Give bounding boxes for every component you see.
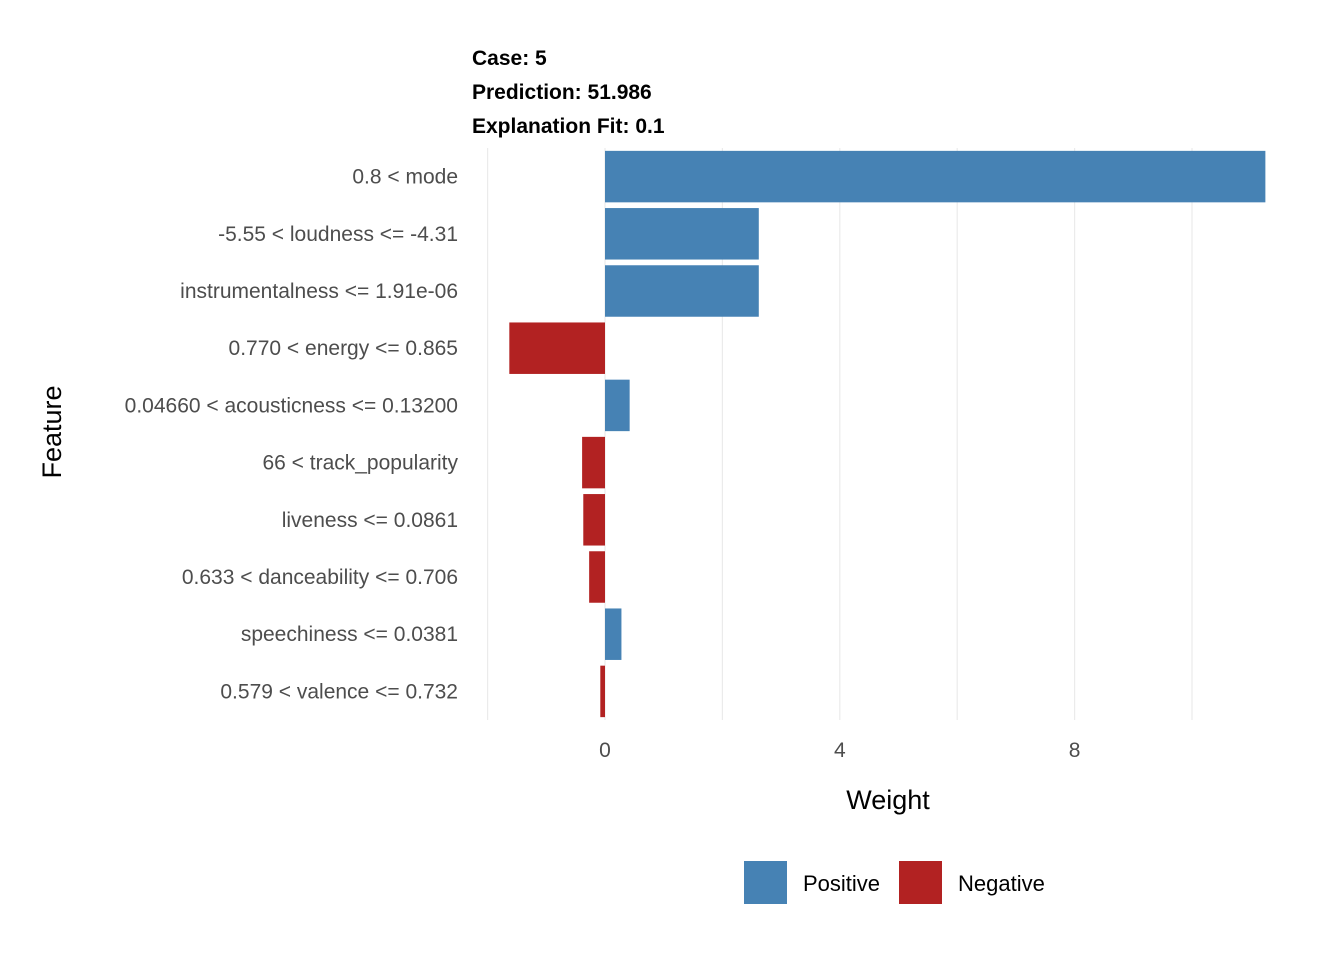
feature-labels: 0.8 < mode -5.55 < loudness <= -4.31 instr…: [125, 166, 459, 704]
y-axis-title: Feature: [37, 385, 67, 478]
bar-positive: [605, 150, 1266, 203]
feature-label: liveness <= 0.0861: [282, 509, 458, 532]
header-explanation-fit: Explanation Fit: 0.1: [472, 115, 665, 138]
feature-label: 0.579 < valence <= 0.732: [220, 680, 458, 703]
bar-positive: [605, 265, 759, 317]
feature-label: 66 < track_popularity: [262, 452, 458, 475]
chart-header: Case: 5 Prediction: 51.986 Explanation F…: [472, 47, 665, 138]
bars: [509, 150, 1266, 718]
feature-label: instrumentalness <= 1.91e-06: [180, 280, 458, 303]
x-axis-title: Weight: [846, 785, 930, 815]
x-tick-label: 4: [834, 739, 846, 762]
bar-negative: [600, 665, 605, 718]
bar-negative: [582, 436, 605, 489]
feature-label: speechiness <= 0.0381: [241, 623, 458, 646]
feature-label: -5.55 < loudness <= -4.31: [218, 223, 458, 246]
bar-positive: [605, 208, 759, 260]
legend: Positive Negative: [744, 861, 1045, 904]
header-case: Case: 5: [472, 47, 547, 70]
legend-label-positive: Positive: [803, 871, 880, 896]
bar-negative: [589, 551, 605, 603]
grid-lines: [487, 148, 1193, 720]
feature-label: 0.770 < energy <= 0.865: [229, 337, 458, 360]
legend-swatch-negative: [899, 861, 942, 904]
legend-swatch-positive: [744, 861, 787, 904]
x-tick-label: 8: [1069, 739, 1081, 762]
x-tick-labels: 0 4 8: [599, 739, 1080, 762]
feature-label: 0.8 < mode: [352, 166, 458, 189]
bar-positive: [605, 379, 630, 432]
bar-negative: [509, 322, 605, 374]
feature-label: 0.633 < danceability <= 0.706: [182, 566, 458, 589]
bar-negative: [583, 494, 605, 546]
feature-label: 0.04660 < acousticness <= 0.13200: [125, 394, 458, 417]
header-prediction: Prediction: 51.986: [472, 81, 652, 104]
x-tick-label: 0: [599, 739, 611, 762]
bar-positive: [605, 608, 622, 660]
legend-label-negative: Negative: [958, 871, 1045, 896]
